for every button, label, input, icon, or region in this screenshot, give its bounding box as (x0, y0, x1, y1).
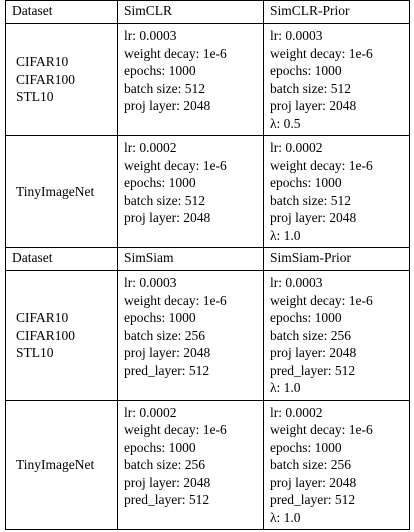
table-row: CIFAR10 CIFAR100 STL10 lr: 0.0003 weight… (5, 23, 410, 136)
table: Dataset SimCLR SimCLR-Prior CIFAR10 CIFA… (5, 0, 410, 530)
param: epochs: 1000 (124, 310, 196, 325)
param: batch size: 512 (270, 192, 351, 208)
param: epochs: 1000 (124, 439, 196, 455)
param: proj layer: 2048 (124, 98, 211, 113)
param: epochs: 1000 (270, 310, 342, 325)
param: batch size: 256 (270, 457, 351, 472)
header-dataset: Dataset (5, 0, 118, 24)
param: lr: 0.0002 (124, 140, 177, 155)
param: lr: 0.0002 (270, 404, 323, 420)
param: weight decay: 1e-6 (270, 157, 373, 173)
dataset-name: TinyImageNet (16, 183, 95, 199)
dataset-cell: CIFAR10 CIFAR100 STL10 (5, 23, 118, 136)
table-row: CIFAR10 CIFAR100 STL10 lr: 0.0003 weight… (5, 270, 410, 401)
header-row-simclr: Dataset SimCLR SimCLR-Prior (5, 0, 410, 24)
param: epochs: 1000 (124, 175, 196, 190)
params-simsiam: lr: 0.0003 weight decay: 1e-6 epochs: 10… (117, 270, 264, 401)
param: batch size: 512 (270, 80, 351, 96)
param: proj layer: 2048 (270, 98, 357, 113)
param: weight decay: 1e-6 (124, 157, 227, 173)
dataset-name: TinyImageNet (16, 457, 95, 472)
header-simsiam-prior: SimSiam-Prior (263, 247, 410, 271)
params-simclr-prior: lr: 0.0002 weight decay: 1e-6 epochs: 10… (263, 135, 410, 248)
dataset-name: CIFAR100 (16, 327, 76, 343)
param: pred_layer: 512 (124, 362, 210, 378)
dataset-name: STL10 (16, 89, 54, 105)
param: λ: 1.0 (270, 227, 301, 243)
param: pred_layer: 512 (124, 492, 210, 507)
param: proj layer: 2048 (270, 345, 357, 360)
table-row: TinyImageNet lr: 0.0002 weight decay: 1e… (5, 399, 410, 530)
param: λ: 1.0 (270, 509, 301, 525)
header-simclr-prior: SimCLR-Prior (263, 0, 410, 24)
param: proj layer: 2048 (270, 210, 357, 225)
params-simsiam-prior: lr: 0.0002 weight decay: 1e-6 epochs: 10… (263, 399, 410, 530)
param: proj layer: 2048 (124, 210, 211, 225)
param: lr: 0.0003 (270, 28, 323, 43)
params-simclr: lr: 0.0003 weight decay: 1e-6 epochs: 10… (117, 23, 264, 136)
dataset-cell: CIFAR10 CIFAR100 STL10 (5, 270, 118, 401)
param: weight decay: 1e-6 (270, 292, 373, 308)
param: λ: 0.5 (270, 115, 301, 131)
header-dataset: Dataset (5, 247, 118, 271)
param: weight decay: 1e-6 (124, 422, 227, 437)
param: batch size: 256 (270, 327, 351, 343)
header-simsiam: SimSiam (117, 247, 264, 271)
params-simsiam: lr: 0.0002 weight decay: 1e-6 epochs: 10… (117, 399, 264, 530)
param: epochs: 1000 (270, 175, 342, 190)
param: λ: 1.0 (270, 380, 301, 395)
param: weight decay: 1e-6 (124, 45, 227, 61)
dataset-name: STL10 (16, 345, 54, 360)
param: lr: 0.0002 (124, 404, 177, 420)
param: epochs: 1000 (124, 63, 196, 78)
dataset-cell: TinyImageNet (5, 399, 118, 530)
param: epochs: 1000 (270, 439, 342, 455)
params-simclr-prior: lr: 0.0003 weight decay: 1e-6 epochs: 10… (263, 23, 410, 136)
param: batch size: 512 (124, 80, 205, 96)
param: proj layer: 2048 (270, 474, 357, 490)
header-row-simsiam: Dataset SimSiam SimSiam-Prior (5, 247, 410, 271)
dataset-name: CIFAR10 (16, 54, 69, 70)
dataset-name: CIFAR100 (16, 71, 76, 87)
param: lr: 0.0002 (270, 140, 323, 155)
param: batch size: 512 (124, 192, 205, 208)
params-simclr: lr: 0.0002 weight decay: 1e-6 epochs: 10… (117, 135, 264, 248)
param: weight decay: 1e-6 (270, 45, 373, 61)
param: lr: 0.0003 (124, 28, 177, 43)
param: lr: 0.0003 (270, 275, 323, 290)
table-row: TinyImageNet lr: 0.0002 weight decay: 1e… (5, 135, 410, 248)
param: epochs: 1000 (270, 63, 342, 78)
param: batch size: 256 (124, 327, 205, 343)
dataset-name: CIFAR10 (16, 310, 69, 325)
param: proj layer: 2048 (124, 474, 211, 490)
param: weight decay: 1e-6 (270, 422, 373, 437)
params-simsiam-prior: lr: 0.0003 weight decay: 1e-6 epochs: 10… (263, 270, 410, 401)
param: pred_layer: 512 (270, 492, 356, 507)
header-simclr: SimCLR (117, 0, 264, 24)
dataset-cell: TinyImageNet (5, 135, 118, 248)
param: pred_layer: 512 (270, 362, 356, 378)
param: weight decay: 1e-6 (124, 292, 227, 308)
param: batch size: 256 (124, 457, 205, 472)
param: proj layer: 2048 (124, 345, 211, 360)
param: lr: 0.0003 (124, 275, 177, 290)
